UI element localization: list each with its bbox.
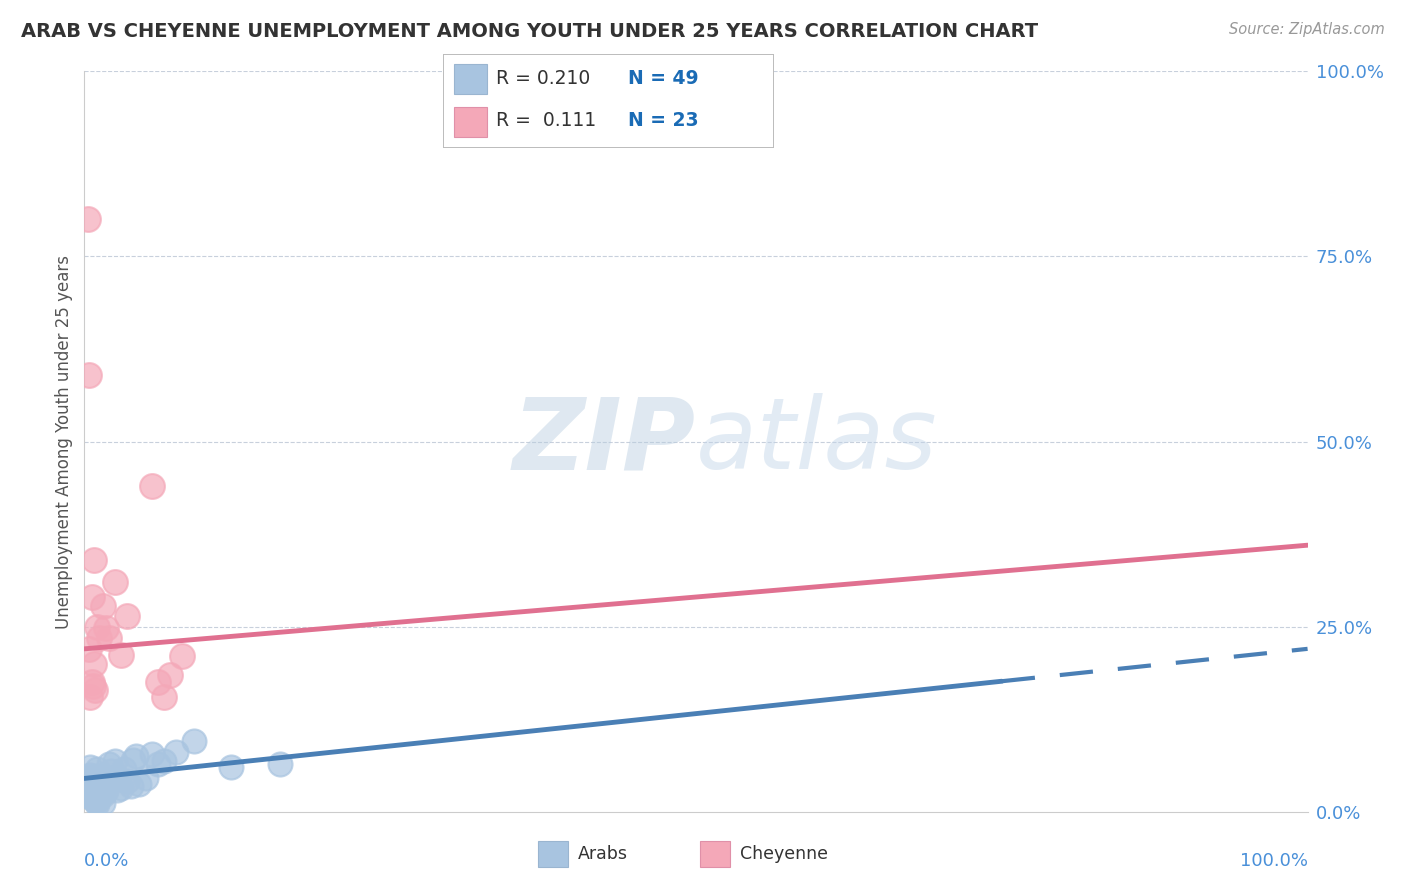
- Point: [112, 762, 135, 776]
- Point: [183, 734, 205, 748]
- Point: [86, 779, 108, 793]
- Point: [89, 786, 111, 800]
- Point: [86, 762, 108, 776]
- Point: [82, 784, 104, 798]
- Point: [172, 649, 194, 664]
- Point: [87, 631, 110, 645]
- Point: [79, 690, 101, 704]
- Point: [83, 657, 105, 671]
- Point: [104, 755, 127, 769]
- Point: [219, 760, 242, 774]
- Point: [100, 764, 122, 778]
- Point: [146, 756, 169, 771]
- Text: Cheyenne: Cheyenne: [740, 845, 828, 863]
- FancyBboxPatch shape: [700, 840, 730, 867]
- Point: [87, 789, 110, 804]
- Point: [79, 782, 101, 797]
- Point: [104, 575, 127, 590]
- Point: [110, 780, 132, 795]
- Point: [80, 590, 103, 604]
- Point: [97, 631, 120, 645]
- Point: [97, 772, 120, 786]
- Point: [79, 779, 101, 793]
- Point: [82, 679, 104, 693]
- FancyBboxPatch shape: [454, 107, 488, 136]
- Text: N = 23: N = 23: [628, 112, 699, 130]
- Point: [86, 769, 108, 783]
- Point: [77, 641, 100, 656]
- Point: [269, 756, 291, 771]
- Point: [91, 789, 114, 803]
- Point: [84, 794, 107, 808]
- Point: [105, 782, 128, 797]
- Text: Arabs: Arabs: [578, 845, 628, 863]
- Point: [86, 619, 108, 633]
- Point: [83, 780, 105, 795]
- Point: [91, 796, 114, 810]
- Point: [79, 789, 101, 804]
- Text: Source: ZipAtlas.com: Source: ZipAtlas.com: [1229, 22, 1385, 37]
- Text: 100.0%: 100.0%: [1240, 853, 1308, 871]
- Point: [97, 756, 120, 771]
- Point: [153, 755, 176, 769]
- Text: ARAB VS CHEYENNE UNEMPLOYMENT AMONG YOUTH UNDER 25 YEARS CORRELATION CHART: ARAB VS CHEYENNE UNEMPLOYMENT AMONG YOUT…: [21, 22, 1038, 41]
- Point: [82, 789, 104, 803]
- Point: [79, 772, 101, 786]
- Point: [79, 760, 101, 774]
- Point: [141, 747, 163, 761]
- Point: [96, 621, 118, 635]
- Point: [153, 690, 176, 704]
- Point: [91, 775, 114, 789]
- Point: [135, 772, 157, 786]
- Y-axis label: Unemployment Among Youth under 25 years: Unemployment Among Youth under 25 years: [55, 254, 73, 629]
- Point: [91, 599, 114, 613]
- Point: [86, 786, 108, 800]
- Text: atlas: atlas: [696, 393, 938, 490]
- Point: [115, 773, 138, 788]
- Point: [77, 368, 100, 382]
- Text: R = 0.210: R = 0.210: [496, 69, 591, 87]
- Text: ZIP: ZIP: [513, 393, 696, 490]
- Point: [128, 776, 150, 790]
- FancyBboxPatch shape: [454, 64, 488, 94]
- Text: 0.0%: 0.0%: [84, 853, 129, 871]
- Point: [159, 667, 181, 681]
- Point: [80, 675, 103, 690]
- Point: [86, 797, 108, 812]
- Point: [86, 794, 108, 808]
- Point: [84, 682, 107, 697]
- Point: [110, 648, 132, 662]
- FancyBboxPatch shape: [537, 840, 568, 867]
- Point: [87, 782, 110, 797]
- Point: [165, 746, 187, 760]
- Text: N = 49: N = 49: [628, 69, 699, 87]
- Point: [122, 753, 145, 767]
- Point: [120, 779, 142, 793]
- Point: [125, 749, 148, 764]
- Point: [79, 775, 101, 789]
- Point: [77, 212, 100, 227]
- Point: [115, 608, 138, 623]
- Point: [94, 779, 117, 793]
- Point: [146, 675, 169, 690]
- Text: R =  0.111: R = 0.111: [496, 112, 596, 130]
- Point: [79, 786, 101, 800]
- Point: [141, 479, 163, 493]
- Point: [84, 776, 107, 790]
- Point: [79, 767, 101, 781]
- Point: [96, 784, 118, 798]
- Point: [83, 553, 105, 567]
- Point: [83, 773, 105, 788]
- Point: [83, 791, 105, 805]
